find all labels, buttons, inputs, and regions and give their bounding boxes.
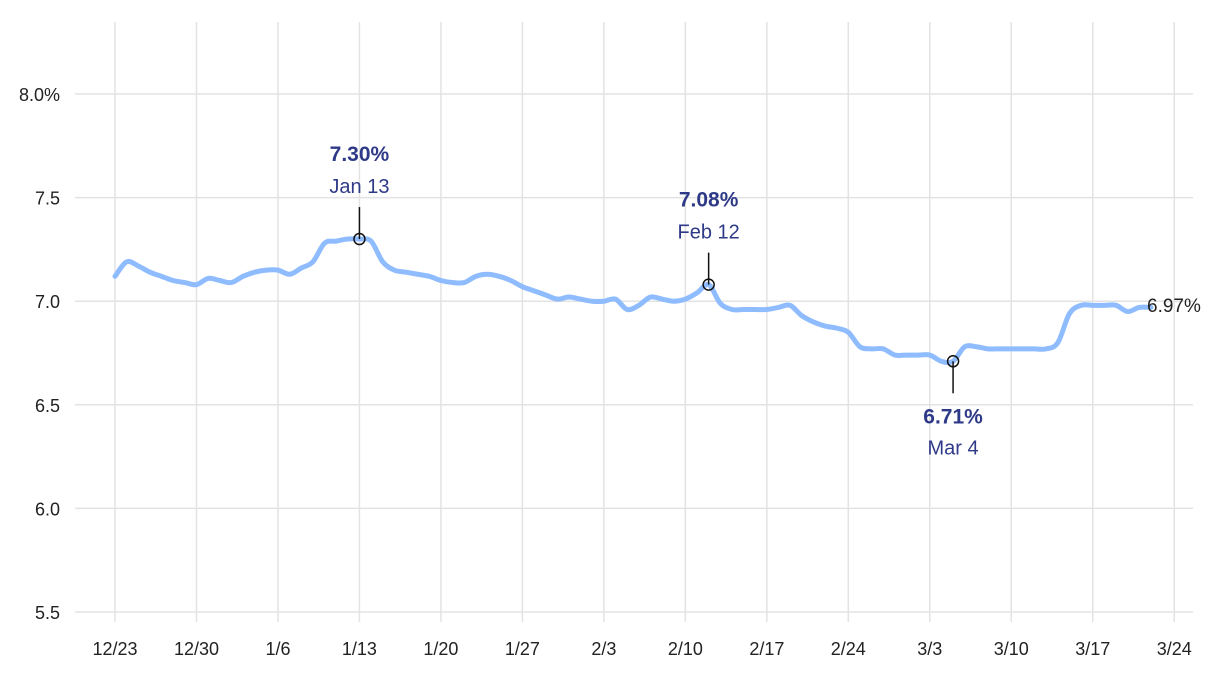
y-tick-label: 5.5 — [35, 603, 60, 623]
annotation-date: Jan 13 — [329, 176, 389, 198]
rate-line — [112, 236, 1154, 366]
y-tick-label: 6.5 — [35, 396, 60, 416]
x-tick-label: 12/23 — [92, 639, 137, 659]
x-tick-label: 1/13 — [342, 639, 377, 659]
x-tick-label: 2/3 — [591, 639, 616, 659]
y-tick-label: 7.0 — [35, 292, 60, 312]
x-tick-label: 1/20 — [423, 639, 458, 659]
annotation-value: 7.08% — [679, 189, 739, 212]
grid — [75, 22, 1193, 622]
y-tick-label: 6.0 — [35, 499, 60, 519]
x-tick-label: 2/17 — [749, 639, 784, 659]
annotation: 7.08% Feb 12 — [678, 189, 740, 291]
annotation-marker — [946, 355, 960, 368]
x-axis: 12/23 12/30 1/6 1/13 1/20 1/27 2/3 2/10 2/17 2/24… — [92, 639, 1191, 659]
x-tick-label: 3/3 — [917, 639, 942, 659]
x-tick-label: 3/17 — [1075, 639, 1110, 659]
x-tick-label: 12/30 — [174, 639, 219, 659]
annotation-value: 7.30% — [330, 143, 390, 166]
annotations: 7.30% Jan 13 7.08% Feb 12 6.71% Mar 4 — [329, 143, 983, 459]
annotation: 7.30% Jan 13 — [329, 143, 390, 246]
y-tick-label: 7.5 — [35, 189, 60, 209]
annotation-marker — [702, 278, 715, 291]
annotation-date: Mar 4 — [928, 437, 979, 459]
y-axis: 5.5 6.0 6.5 7.0 7.5 8.0% — [19, 85, 60, 623]
x-tick-label: 3/24 — [1157, 639, 1192, 659]
x-tick-label: 3/10 — [994, 639, 1029, 659]
end-value-label: 6.97% — [1147, 296, 1201, 317]
x-tick-label: 2/24 — [831, 639, 866, 659]
x-tick-label: 1/27 — [505, 639, 540, 659]
annotation-value: 6.71% — [923, 405, 983, 428]
y-tick-label: 8.0% — [19, 85, 60, 105]
annotation: 6.71% Mar 4 — [923, 355, 983, 459]
annotation-date: Feb 12 — [678, 222, 740, 244]
annotation-marker — [353, 232, 366, 246]
x-tick-label: 2/10 — [668, 639, 703, 659]
x-tick-label: 1/6 — [265, 639, 290, 659]
